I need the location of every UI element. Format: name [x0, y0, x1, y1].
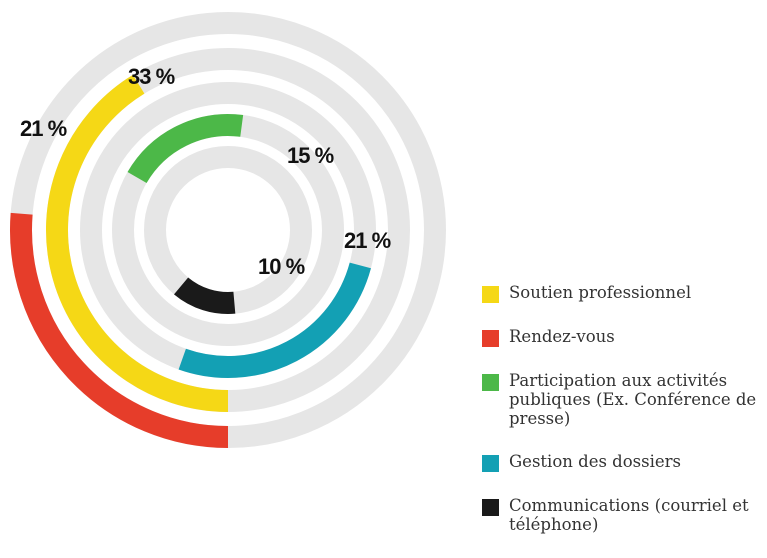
legend-swatch	[482, 455, 499, 472]
legend-swatch	[482, 330, 499, 347]
legend-swatch	[482, 286, 499, 303]
arc-bar	[178, 262, 371, 378]
legend-item: Rendez-vous	[482, 327, 767, 347]
arc-bar	[46, 74, 229, 412]
legend-item: Gestion des dossiers	[482, 452, 767, 472]
legend: Soutien professionnel Rendez-vous Particip…	[482, 283, 767, 558]
legend-label: Rendez-vous	[509, 327, 615, 346]
legend-label: Communications (courriel et téléphone)	[509, 496, 749, 534]
value-label: 21 %	[20, 116, 67, 141]
value-label: 21 %	[344, 228, 391, 253]
value-label: 15 %	[287, 143, 334, 168]
ring-track	[144, 146, 312, 314]
legend-item: Communications (courriel et téléphone)	[482, 496, 767, 534]
legend-label: Participation aux activités publiques (E…	[509, 371, 757, 428]
legend-label: Gestion des dossiers	[509, 452, 681, 471]
legend-label: Soutien professionnel	[509, 283, 692, 302]
arc-bar	[127, 114, 244, 184]
chart: 33 % 21 % 15 % 21 % 10 %	[10, 12, 446, 448]
legend-swatch	[482, 499, 499, 516]
legend-item: Participation aux activités publiques (E…	[482, 371, 767, 428]
arc-bar	[10, 212, 229, 448]
legend-swatch	[482, 374, 499, 391]
arc-bar	[174, 277, 236, 314]
value-label: 33 %	[128, 64, 175, 89]
value-label: 10 %	[258, 254, 305, 279]
legend-item: Soutien professionnel	[482, 283, 767, 303]
